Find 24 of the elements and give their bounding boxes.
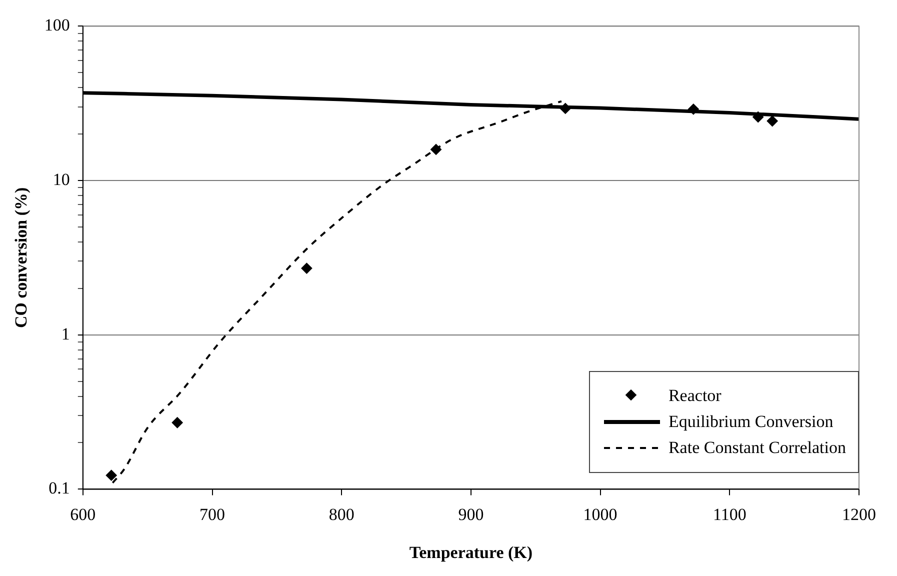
point <box>430 144 442 155</box>
y-tick-label: 0.1 <box>48 478 70 498</box>
x-tick-label: 1200 <box>842 504 876 524</box>
x-tick-label: 900 <box>458 504 484 524</box>
y-tick-label: 100 <box>44 16 70 35</box>
y-tick-label: 1 <box>61 324 70 344</box>
x-tick-label: 1000 <box>583 504 618 524</box>
point <box>688 104 699 115</box>
point <box>106 470 117 481</box>
point <box>560 102 571 114</box>
legend-label: Equilibrium Conversion <box>668 412 834 432</box>
x-tick-label: 800 <box>328 504 354 524</box>
x-axis-title: Temperature (K) <box>409 543 533 562</box>
x-tick-label: 700 <box>200 504 225 524</box>
point <box>301 262 312 274</box>
point <box>766 116 778 127</box>
y-tick-label: 10 <box>52 170 70 189</box>
point <box>752 112 764 123</box>
y-axis-title: CO conversion (%) <box>12 187 31 328</box>
x-tick-label: 600 <box>70 504 96 524</box>
point <box>172 417 183 428</box>
x-tick-label: 1100 <box>712 504 746 524</box>
legend-label: Rate Constant Correlation <box>668 438 846 458</box>
legend-label: Reactor <box>668 386 722 406</box>
